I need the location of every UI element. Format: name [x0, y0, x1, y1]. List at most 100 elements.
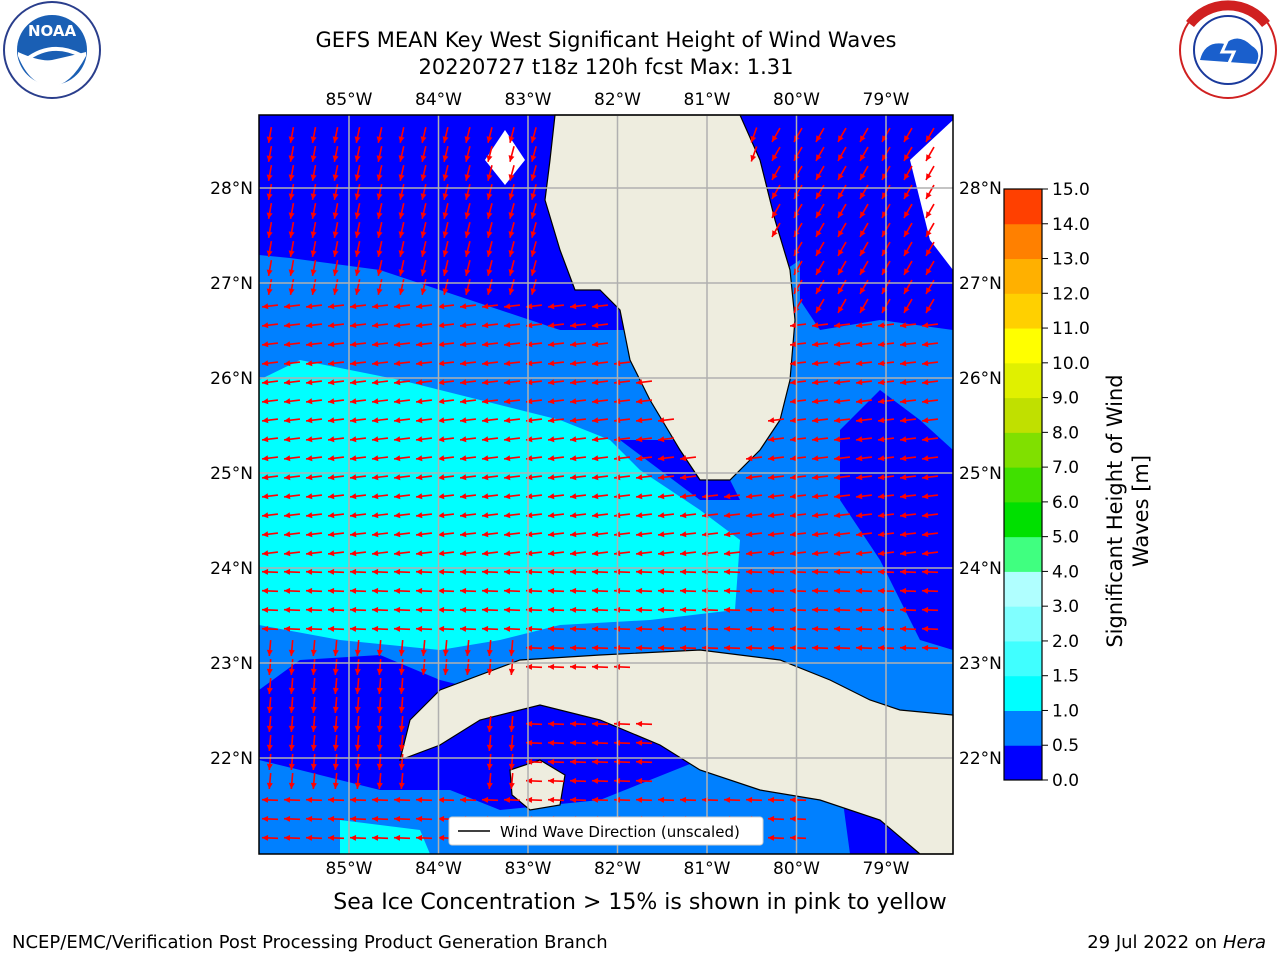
low-wave-cuba-south: [259, 655, 700, 810]
wave-arrow: [723, 512, 741, 519]
wave-arrow: [811, 512, 829, 519]
wave-arrow: [371, 398, 389, 405]
wave-arrow: [921, 587, 939, 594]
wave-arrow: [481, 796, 499, 803]
wave-arrow: [855, 625, 873, 632]
wave-arrow: [327, 512, 345, 519]
wave-arrow: [398, 146, 405, 162]
footer-host: Hera: [1222, 932, 1266, 953]
wave-arrow: [569, 493, 587, 500]
wave-arrow: [371, 379, 389, 386]
wave-arrow: [393, 455, 411, 462]
wave-arrow: [437, 606, 455, 613]
wave-arrow: [327, 568, 345, 575]
wave-arrow: [723, 587, 741, 594]
wave-arrow: [811, 322, 829, 329]
wave-arrow: [327, 550, 345, 557]
wave-arrow: [283, 531, 301, 538]
colorbar-segment: [1004, 432, 1042, 468]
wave-arrow: [332, 183, 339, 201]
wave-arrow: [288, 278, 295, 296]
wave-arrow: [657, 455, 675, 462]
wave-arrow: [327, 417, 345, 424]
lon-tick-top: 81°W: [684, 90, 731, 110]
wave-arrow: [789, 587, 807, 594]
wave-arrow: [503, 796, 521, 803]
wave-arrow: [283, 455, 301, 462]
wave-arrow: [855, 417, 873, 424]
wave-arrow: [327, 606, 345, 613]
wave-arrow: [288, 715, 295, 733]
wave-arrow: [310, 639, 317, 657]
lat-tick-left: 28°N: [210, 179, 253, 199]
wave-arrow: [591, 398, 609, 405]
wave-arrow: [635, 739, 653, 746]
wave-arrow: [811, 379, 829, 386]
wave-arrow: [508, 639, 515, 657]
wave-arrow: [371, 531, 389, 538]
wave-arrow: [811, 360, 829, 367]
wave-arrow: [547, 625, 565, 632]
lat-tick-right: 27°N: [959, 274, 1002, 294]
wave-arrow: [833, 550, 851, 557]
colorbar-tick-label: 0.0: [1052, 771, 1079, 791]
wave-arrow: [420, 184, 427, 200]
wave-arrow: [591, 531, 609, 538]
wave-arrow: [354, 279, 361, 295]
wave-arrow: [723, 493, 741, 500]
wave-arrow: [486, 260, 493, 276]
wave-arrow: [859, 222, 869, 238]
wave-arrow: [591, 493, 609, 500]
wave-arrow: [767, 436, 785, 443]
wave-arrow: [481, 341, 499, 348]
wave-arrow: [437, 360, 455, 367]
wave-arrow: [261, 606, 279, 613]
wave-arrow: [903, 260, 913, 276]
wave-arrow: [855, 398, 873, 405]
wave-arrow: [459, 587, 477, 594]
wave-arrow: [899, 341, 917, 348]
wave-arrow: [288, 734, 295, 752]
wave-arrow: [283, 322, 301, 329]
wave-arrow: [266, 259, 273, 277]
wave-arrow: [266, 202, 273, 220]
wave-arrow: [459, 341, 477, 348]
wave-arrow: [815, 146, 825, 162]
wave-arrow: [679, 455, 697, 462]
wave-arrow: [899, 531, 917, 538]
wave-arrow: [486, 184, 493, 200]
wave-arrow: [789, 379, 807, 386]
chart-subtitle: 20220727 t18z 120h fcst Max: 1.31: [418, 55, 794, 79]
wave-arrow: [789, 322, 807, 329]
wave-arrow: [332, 164, 339, 182]
wave-arrow: [464, 184, 471, 200]
wave-arrow: [903, 165, 913, 181]
wave-arrow: [486, 203, 493, 219]
lon-tick-bottom: 81°W: [684, 859, 731, 879]
higher-wave-gulf: [259, 360, 740, 650]
wave-arrow: [415, 379, 433, 386]
wave-arrow: [354, 203, 361, 219]
wave-arrow: [547, 720, 565, 727]
wave-arrow: [371, 587, 389, 594]
wave-arrow: [459, 303, 477, 310]
wave-arrow: [591, 474, 609, 481]
wave-arrow: [767, 455, 785, 462]
wave-arrow: [327, 493, 345, 500]
wave-arrow: [855, 360, 873, 367]
wave-arrow: [332, 715, 339, 733]
wave-arrow: [745, 512, 763, 519]
wave-arrow: [591, 777, 609, 784]
lon-tick-top: 85°W: [326, 90, 373, 110]
wave-arrow: [393, 796, 411, 803]
wave-arrow: [569, 436, 587, 443]
wave-arrow: [332, 202, 339, 220]
wave-arrow: [327, 531, 345, 538]
wave-arrow: [903, 203, 913, 219]
wave-arrow: [591, 417, 609, 424]
wave-arrow: [745, 606, 763, 613]
wave-arrow: [635, 379, 653, 386]
wave-arrow: [679, 568, 697, 575]
wave-arrow: [591, 720, 609, 727]
wave-arrow: [305, 568, 323, 575]
